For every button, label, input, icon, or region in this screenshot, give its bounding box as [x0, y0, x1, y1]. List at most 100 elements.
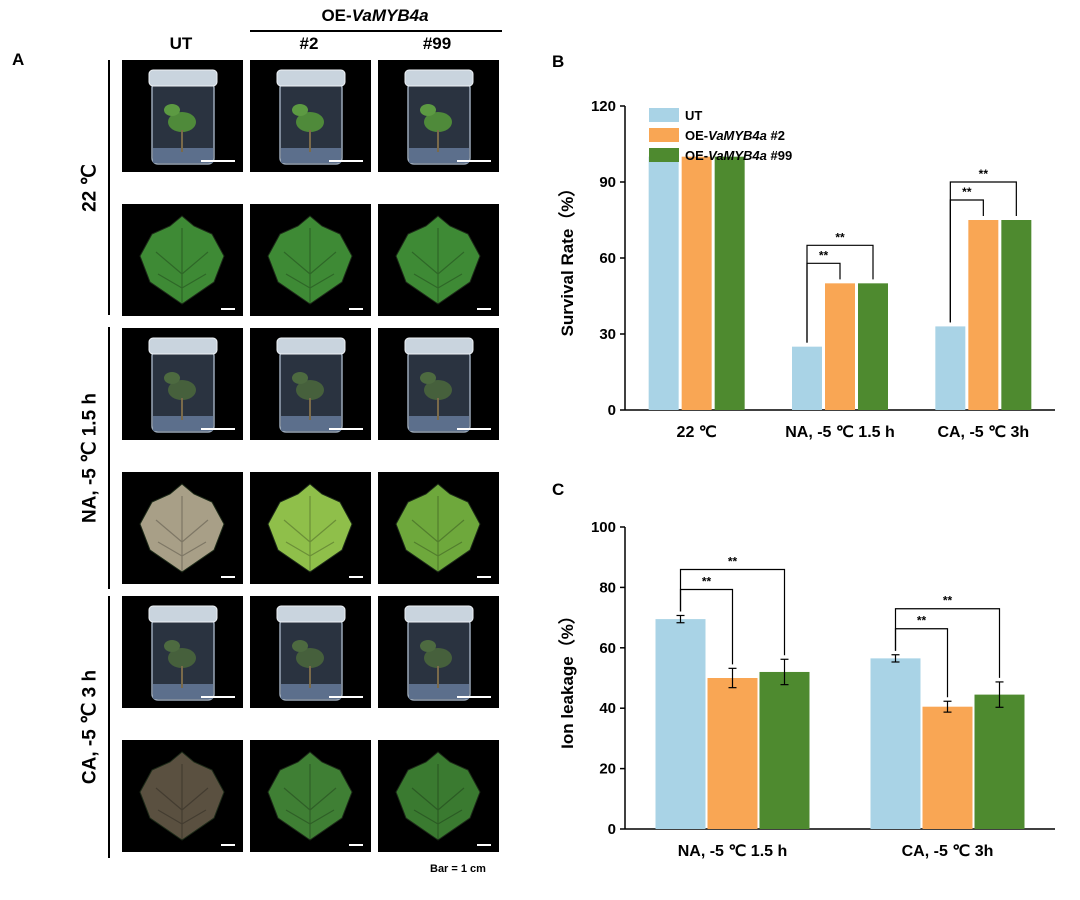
y-axis-label: Ion leakage（%）: [557, 607, 577, 749]
significance-label: **: [979, 167, 989, 181]
scale-bar: [329, 428, 363, 430]
panel-b-letter: B: [552, 52, 565, 71]
panel-a-letter: A: [12, 50, 25, 69]
jar-plantlet-image: [404, 69, 474, 165]
row-label-na: NA, -5 ℃ 1.5 h: [79, 392, 101, 524]
jar-plantlet-image: [404, 337, 474, 433]
column-header-line-2: #2: [299, 34, 319, 53]
jar-plantlet-image: [276, 337, 346, 433]
scale-bar: [457, 696, 491, 698]
jar-photo: [250, 60, 371, 172]
bar-oe99: [759, 671, 810, 829]
leaf-image: [395, 751, 481, 841]
legend-swatch: [649, 148, 679, 162]
jar-photo: [250, 596, 371, 708]
bar-oe2: [825, 283, 855, 410]
scale-bar: [201, 428, 235, 430]
row-bracket-ca: [108, 596, 110, 858]
oe-header-line: [250, 30, 502, 32]
y-tick-label: 60: [599, 250, 616, 267]
leaf-image: [139, 483, 225, 573]
leaf-photo: [378, 472, 499, 584]
scale-bar: [349, 844, 363, 846]
column-header-ut: UT: [169, 34, 193, 53]
scale-bar: [221, 308, 235, 310]
significance-label: **: [962, 185, 972, 199]
legend-swatch: [649, 128, 679, 142]
row-label-22c: 22 ℃: [79, 164, 101, 212]
bar-oe2: [707, 678, 758, 829]
bar-ut: [648, 156, 679, 410]
bar-oe2: [922, 706, 973, 829]
bar-oe99: [714, 156, 745, 410]
bar-oe99: [858, 283, 888, 410]
bar-ut: [935, 326, 966, 410]
y-tick-label: 90: [599, 174, 616, 191]
y-tick-label: 60: [599, 640, 616, 657]
scale-bar: [329, 160, 363, 162]
jar-plantlet-image: [404, 605, 474, 701]
leaf-photo: [250, 740, 371, 852]
scale-bar: [457, 428, 491, 430]
scale-bar: [349, 576, 363, 578]
significance-bracket: [949, 181, 1017, 323]
y-tick-label: 30: [599, 326, 616, 343]
jar-plantlet-image: [276, 605, 346, 701]
leaf-image: [267, 751, 353, 841]
scale-bar: [477, 844, 491, 846]
leaf-photo: [250, 472, 371, 584]
x-tick-label: CA, -5 ℃ 3h: [902, 843, 994, 860]
column-header-line-99: #99: [422, 34, 452, 53]
legend-swatch: [649, 108, 679, 122]
y-tick-label: 120: [591, 98, 616, 115]
jar-photo: [378, 596, 499, 708]
x-tick-label: NA, -5 ℃ 1.5 h: [785, 424, 895, 441]
scale-bar: [477, 308, 491, 310]
leaf-photo: [378, 740, 499, 852]
jar-plantlet-image: [148, 337, 218, 433]
legend-label: UT: [685, 108, 702, 123]
oe-header: OE-VaMYB4a: [250, 6, 500, 26]
bar-oe2: [968, 220, 999, 410]
significance-label: **: [702, 574, 712, 588]
leaf-photo: [122, 472, 243, 584]
bar-oe99: [1001, 220, 1032, 410]
jar-plantlet-image: [276, 69, 346, 165]
scale-bar: [349, 308, 363, 310]
leaf-image: [395, 483, 481, 573]
y-tick-label: 0: [608, 821, 616, 838]
row-bracket-22c: [108, 60, 110, 315]
y-tick-label: 0: [608, 402, 616, 419]
y-tick-label: 20: [599, 761, 616, 778]
y-axis-label: Survival Rate（%）: [557, 180, 577, 337]
survival-rate-chart: 0 30 60 90 120 Survival Rate（%） 22 ℃ NA, -5 ℃ 1…: [557, 98, 1055, 441]
significance-label: **: [819, 248, 829, 262]
significance-label: **: [728, 554, 738, 568]
y-tick-label: 80: [599, 579, 616, 596]
scale-bar: [457, 160, 491, 162]
significance-label: **: [917, 614, 927, 628]
jar-photo: [378, 328, 499, 440]
y-tick-label: 40: [599, 700, 616, 717]
significance-label: **: [943, 594, 953, 608]
jar-plantlet-image: [148, 69, 218, 165]
jar-photo: [122, 596, 243, 708]
x-tick-label: CA, -5 ℃ 3h: [937, 424, 1029, 441]
bar-ut: [792, 346, 822, 410]
oe-gene: VaMYB4a: [351, 6, 429, 25]
leaf-image: [139, 215, 225, 305]
leaf-image: [267, 483, 353, 573]
panel-c-letter: C: [552, 480, 565, 499]
x-tick-label: NA, -5 ℃ 1.5 h: [678, 843, 788, 860]
legend-label: OE-VaMYB4a #99: [685, 148, 792, 163]
ion-leakage-chart: 0 20 40 60 80 100 Ion leakage（%） NA, -5 ℃ 1.5 h…: [557, 519, 1055, 860]
row-bracket-na: [108, 327, 110, 589]
scale-bar-note: Bar = 1 cm: [430, 863, 486, 875]
scale-bar: [201, 696, 235, 698]
significance-bracket: [806, 244, 874, 343]
legend-label: OE-VaMYB4a #2: [685, 128, 785, 143]
significance-bracket: [679, 568, 786, 656]
scale-bar: [201, 160, 235, 162]
scale-bar: [221, 844, 235, 846]
bar-oe99: [974, 694, 1025, 829]
